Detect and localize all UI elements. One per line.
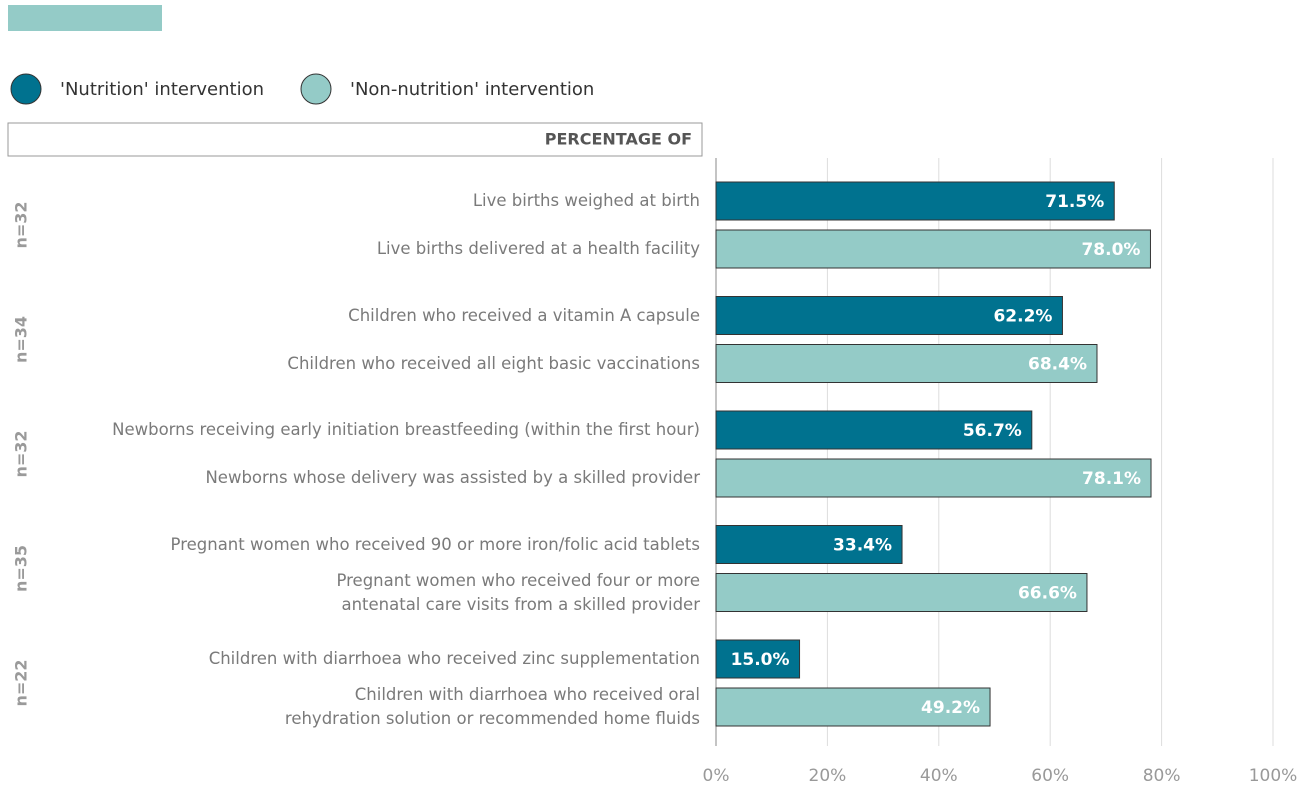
x-tick-label: 40% — [920, 766, 958, 786]
value-label: 66.6% — [1018, 584, 1077, 604]
value-label: 15.0% — [731, 650, 790, 670]
value-label: 49.2% — [921, 698, 980, 718]
category-label: Live births delivered at a health facili… — [376, 239, 700, 258]
group-label: n=32 — [12, 430, 31, 477]
bar — [715, 525, 903, 564]
legend-label: 'Non-nutrition' intervention — [350, 79, 594, 100]
value-label: 68.4% — [1028, 355, 1087, 375]
x-tick-label: 20% — [809, 766, 847, 786]
bar — [715, 344, 1098, 383]
header: PERCENTAGE OF — [545, 130, 692, 149]
bar — [715, 458, 1152, 498]
category-label: Pregnant women who received 90 or more i… — [170, 534, 700, 554]
x-tick-label: 80% — [1143, 766, 1181, 786]
value-label: 78.1% — [1082, 469, 1141, 489]
category-label: Children who received all eight basic va… — [287, 353, 700, 373]
bar — [715, 687, 991, 727]
category-label: Live births weighed at birth — [472, 191, 700, 210]
bar — [715, 229, 1151, 269]
group-label: n=32 — [12, 201, 31, 248]
bar — [715, 296, 1063, 335]
value-label: 56.7% — [963, 421, 1022, 441]
value-label: 33.4% — [833, 536, 892, 556]
bar — [715, 573, 1088, 612]
bar — [715, 639, 801, 679]
legend-label: 'Nutrition' intervention — [60, 79, 264, 100]
category-label: Pregnant women who received four or more… — [336, 570, 700, 614]
legend-swatch — [10, 73, 42, 105]
value-label: 62.2% — [993, 307, 1052, 327]
x-tick-label: 100% — [1249, 766, 1298, 786]
group-label: n=22 — [12, 659, 31, 706]
bar — [715, 181, 1115, 221]
value-label: 71.5% — [1045, 192, 1104, 212]
group-label: n=35 — [12, 545, 31, 592]
x-tick-label: 0% — [703, 766, 730, 786]
x-tick-label: 60% — [1031, 766, 1069, 786]
bar — [715, 410, 1033, 450]
value-label: 78.0% — [1081, 240, 1140, 260]
category-label: Children who received a vitamin A capsul… — [348, 305, 700, 325]
category-label: Children with diarrhoea who received ora… — [284, 685, 700, 728]
group-label: n=34 — [12, 316, 31, 363]
banner — [8, 5, 162, 31]
category-label: Newborns whose delivery was assisted by … — [205, 468, 700, 487]
header-box — [7, 122, 703, 157]
legend-swatch — [300, 73, 332, 105]
category-label: Newborns receiving early initiation brea… — [112, 420, 700, 439]
category-label: Children with diarrhoea who received zin… — [208, 649, 700, 668]
